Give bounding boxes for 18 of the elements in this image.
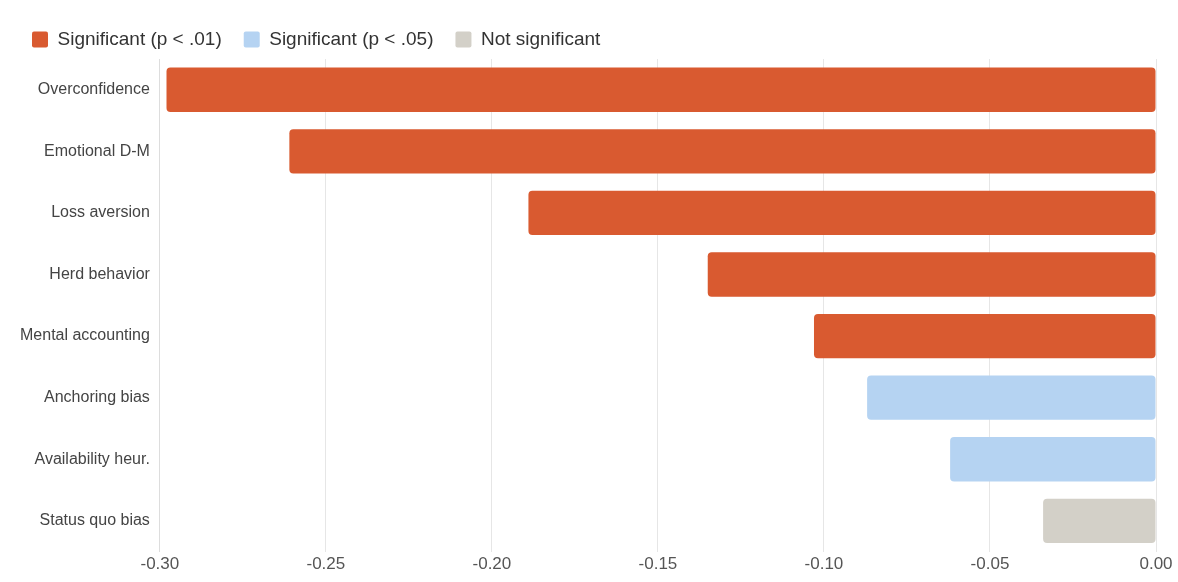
x-tick-label: -0.20 xyxy=(472,554,512,574)
y-tick-label: Status quo bias xyxy=(39,511,150,529)
x-tick-label: -0.25 xyxy=(306,554,346,574)
x-tick-label: -0.05 xyxy=(970,554,1010,574)
x-tick-label: -0.10 xyxy=(804,554,844,574)
x-tick-label: -0.30 xyxy=(140,554,180,574)
y-tick-label: Overconfidence xyxy=(37,80,150,98)
legend-label: Significant (p < .05) xyxy=(269,27,434,49)
y-tick-label: Anchoring bias xyxy=(44,388,150,406)
x-tick-label: 0.00 xyxy=(1139,554,1173,574)
legend-label: Significant (p < .01) xyxy=(57,27,222,49)
legend-label: Not significant xyxy=(480,27,602,49)
y-tick-label: Herd behavior xyxy=(49,264,151,282)
x-tick-label: -0.15 xyxy=(638,554,678,574)
y-tick-label: Loss aversion xyxy=(51,203,150,221)
y-tick-label: Availability heur. xyxy=(34,449,150,467)
y-tick-label: Mental accounting xyxy=(20,326,150,344)
y-tick-label: Emotional D-M xyxy=(44,141,150,159)
